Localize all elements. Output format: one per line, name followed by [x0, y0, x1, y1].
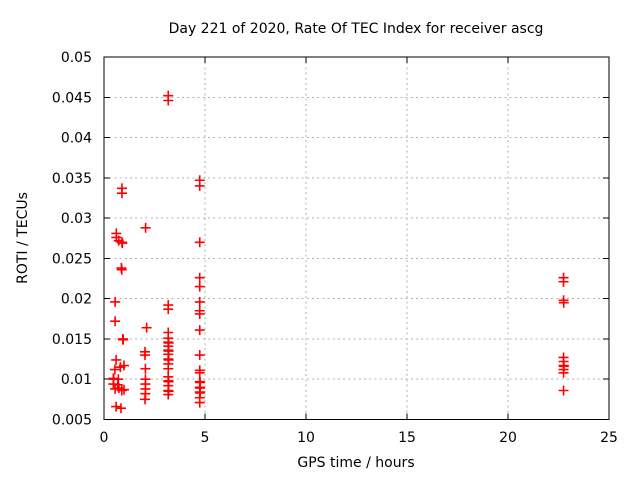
data-point-marker — [116, 188, 127, 199]
axis-ticks — [103, 56, 610, 420]
data-point-marker — [116, 264, 127, 275]
data-point-marker — [108, 379, 119, 390]
x-tick-label: 5 — [201, 430, 210, 446]
data-point-marker — [140, 394, 151, 405]
data-point-marker — [118, 360, 129, 371]
y-tick-label: 0.045 — [52, 90, 92, 106]
y-tick-label: 0.005 — [52, 413, 92, 429]
data-point-marker — [115, 403, 126, 414]
y-tick-label: 0.02 — [61, 292, 92, 308]
data-point-marker — [109, 364, 120, 375]
y-tick-labels: 0.005 0.01 0.015 0.02 0.025 0.03 0.035 0.04 0.04… — [52, 50, 92, 429]
data-point-marker — [558, 276, 569, 287]
data-point-marker — [116, 385, 127, 396]
x-tick-label: 10 — [297, 430, 315, 446]
data-point-marker — [194, 367, 205, 378]
y-tick-label: 0.01 — [61, 372, 92, 388]
data-point-marker — [118, 334, 129, 345]
chart-title: Day 221 of 2020, Rate Of TEC Index for r… — [169, 21, 544, 37]
data-point-marker — [140, 350, 151, 361]
data-point-marker — [194, 272, 205, 283]
y-tick-label: 0.03 — [61, 211, 92, 227]
data-points — [108, 90, 569, 414]
data-point-marker — [111, 354, 122, 365]
data-point-marker — [140, 363, 151, 374]
x-tick-label: 25 — [600, 430, 618, 446]
y-axis-label: ROTI / TECUs — [15, 192, 31, 284]
x-tick-label: 15 — [398, 430, 416, 446]
x-tick-label: 0 — [100, 430, 109, 446]
data-point-marker — [163, 304, 174, 315]
y-tick-label: 0.04 — [61, 131, 92, 147]
data-point-marker — [558, 385, 569, 396]
data-point-marker — [163, 389, 174, 400]
data-point-marker — [110, 296, 121, 307]
data-point-marker — [558, 367, 569, 378]
data-point-marker — [141, 322, 152, 333]
x-tick-labels: 0 5 10 15 20 25 — [100, 430, 618, 446]
data-point-marker — [194, 237, 205, 248]
y-tick-label: 0.035 — [52, 171, 92, 187]
data-point-marker — [140, 222, 151, 233]
plot-border — [103, 56, 610, 420]
data-point-marker — [194, 397, 205, 408]
data-point-marker — [194, 308, 205, 319]
data-point-marker — [118, 384, 129, 395]
data-point-marker — [117, 238, 128, 249]
gridlines — [104, 57, 609, 420]
data-point-marker — [194, 281, 205, 292]
data-point-marker — [110, 316, 121, 327]
x-tick-label: 20 — [499, 430, 517, 446]
data-point-marker — [111, 401, 122, 412]
data-point-marker — [194, 325, 205, 336]
data-point-marker — [558, 297, 569, 308]
y-tick-label: 0.015 — [52, 332, 92, 348]
data-point-marker — [163, 95, 174, 106]
y-tick-label: 0.05 — [61, 50, 92, 66]
data-point-marker — [194, 180, 205, 191]
data-point-marker — [194, 296, 205, 307]
y-tick-label: 0.025 — [52, 251, 92, 267]
data-point-marker — [194, 350, 205, 361]
x-axis-label: GPS time / hours — [297, 455, 414, 471]
